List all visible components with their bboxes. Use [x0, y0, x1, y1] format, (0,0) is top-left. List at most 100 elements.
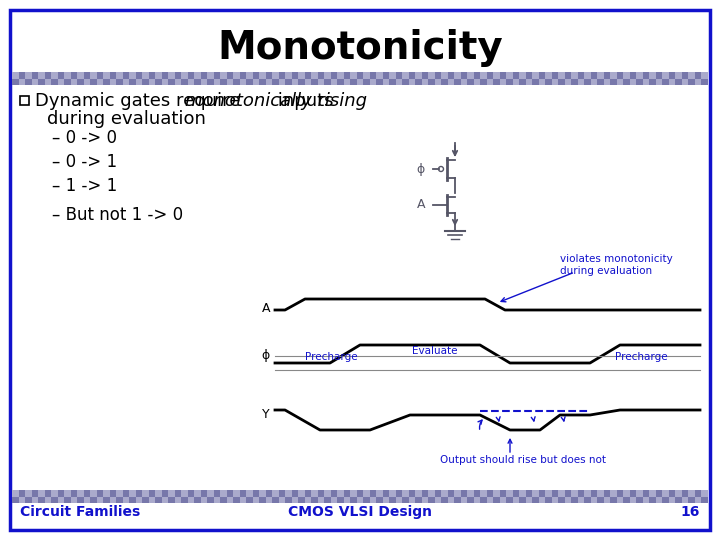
Bar	[389, 490, 395, 496]
Bar	[376, 490, 382, 496]
Bar	[668, 78, 675, 85]
Bar	[38, 490, 45, 496]
Bar	[539, 78, 545, 85]
Bar	[526, 78, 532, 85]
Bar	[532, 490, 539, 496]
Bar	[421, 78, 428, 85]
Bar	[12, 490, 19, 496]
Bar	[109, 496, 116, 503]
Bar	[454, 490, 461, 496]
Bar	[214, 496, 220, 503]
Bar	[454, 72, 461, 78]
Bar	[513, 78, 519, 85]
Bar	[194, 72, 200, 78]
Bar	[90, 490, 96, 496]
Bar	[552, 496, 558, 503]
Bar	[311, 72, 318, 78]
Bar	[214, 78, 220, 85]
Bar	[194, 490, 200, 496]
Bar	[642, 496, 649, 503]
Bar	[337, 72, 343, 78]
Bar	[246, 72, 253, 78]
Bar	[610, 490, 616, 496]
Bar	[564, 78, 571, 85]
Bar	[616, 78, 623, 85]
Bar	[642, 78, 649, 85]
Bar	[545, 72, 552, 78]
Text: during evaluation: during evaluation	[47, 110, 206, 128]
Bar	[168, 72, 174, 78]
Bar	[356, 496, 363, 503]
Text: ϕ: ϕ	[262, 348, 270, 361]
Bar	[545, 490, 552, 496]
Bar	[96, 496, 103, 503]
Bar	[142, 490, 148, 496]
Bar	[675, 72, 682, 78]
Bar	[207, 490, 214, 496]
Bar	[318, 496, 324, 503]
Bar	[148, 496, 155, 503]
Bar	[616, 496, 623, 503]
Bar	[402, 72, 408, 78]
Bar	[96, 78, 103, 85]
Bar	[337, 490, 343, 496]
Text: Circuit Families: Circuit Families	[20, 505, 140, 519]
Bar	[487, 78, 493, 85]
Bar	[597, 490, 603, 496]
Bar	[233, 490, 240, 496]
Bar	[324, 490, 330, 496]
Text: Output should rise but does not: Output should rise but does not	[440, 455, 606, 465]
Bar	[174, 78, 181, 85]
Bar	[493, 490, 500, 496]
Bar	[135, 496, 142, 503]
Bar	[19, 496, 25, 503]
Bar	[200, 78, 207, 85]
Bar	[240, 78, 246, 85]
Bar	[116, 72, 122, 78]
Text: – 0 -> 1: – 0 -> 1	[52, 153, 117, 171]
Bar	[318, 78, 324, 85]
Bar	[187, 496, 194, 503]
Bar	[32, 78, 38, 85]
Bar	[408, 496, 415, 503]
Bar	[207, 72, 214, 78]
Bar	[51, 490, 58, 496]
Bar	[655, 78, 662, 85]
Bar	[20, 96, 29, 105]
Bar	[343, 496, 350, 503]
Bar	[623, 490, 629, 496]
Bar	[487, 496, 493, 503]
Bar	[584, 490, 590, 496]
Bar	[539, 496, 545, 503]
Text: A: A	[261, 301, 270, 314]
Bar	[584, 72, 590, 78]
Bar	[103, 490, 109, 496]
Bar	[38, 72, 45, 78]
Bar	[434, 496, 441, 503]
Bar	[597, 72, 603, 78]
Bar	[571, 72, 577, 78]
Bar	[461, 78, 467, 85]
Bar	[474, 78, 480, 85]
Bar	[116, 490, 122, 496]
Bar	[220, 72, 227, 78]
Bar	[415, 72, 421, 78]
Bar	[168, 490, 174, 496]
Bar	[662, 490, 668, 496]
Bar	[467, 72, 474, 78]
Bar	[428, 490, 434, 496]
Bar	[77, 490, 84, 496]
Bar	[155, 490, 161, 496]
Bar	[122, 78, 129, 85]
Bar	[298, 490, 305, 496]
Text: Dynamic gates require: Dynamic gates require	[35, 92, 246, 110]
Bar	[12, 72, 19, 78]
Bar	[688, 490, 695, 496]
Bar	[467, 490, 474, 496]
Bar	[441, 72, 448, 78]
Bar	[532, 72, 539, 78]
Bar	[71, 78, 77, 85]
Bar	[305, 496, 311, 503]
Bar	[668, 496, 675, 503]
Bar	[408, 78, 415, 85]
